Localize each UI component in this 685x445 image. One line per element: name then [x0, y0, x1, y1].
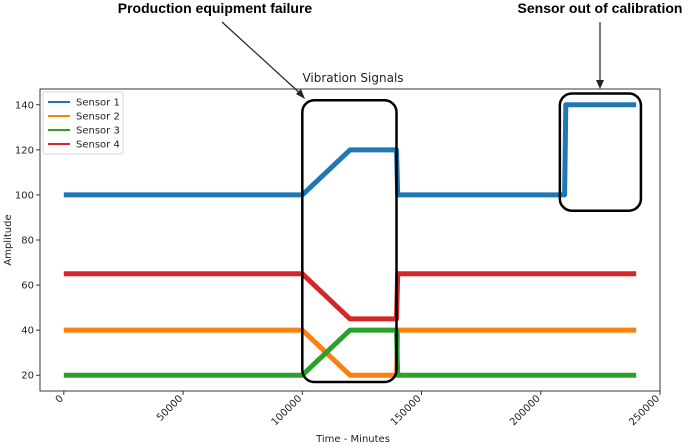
legend: Sensor 1 Sensor 2 Sensor 3 Sensor 4 — [42, 91, 124, 155]
y-tick-label: 120 — [15, 145, 34, 156]
series-line-sensor-3 — [63, 327, 637, 378]
annotation-box-1 — [301, 99, 398, 384]
x-tick-label: 50000 — [155, 393, 185, 423]
legend-label-sensor-3: Sensor 3 — [76, 126, 120, 137]
y-axis-label: Amplitude — [3, 214, 14, 265]
y-tick-label: 60 — [21, 281, 34, 292]
annotations: Production equipment failure Sensor out … — [118, 0, 683, 384]
x-tick-label: 150000 — [389, 393, 424, 428]
x-axis-ticks: 0 50000 100000 150000 200000 250000 — [54, 391, 662, 428]
chart-title: Vibration Signals — [302, 71, 403, 85]
legend-frame — [42, 91, 124, 155]
arrow-equipment-failure — [221, 21, 304, 97]
series-line-sensor-1 — [63, 102, 637, 198]
arrowhead-equipment-failure — [296, 89, 305, 99]
arrowhead-sensor-calibration — [596, 80, 604, 89]
x-tick-label: 200000 — [508, 393, 543, 428]
x-axis-label: Time - Minutes — [315, 434, 390, 445]
series-line-sensor-4 — [63, 271, 637, 322]
series-line-sensor-2 — [63, 327, 637, 378]
x-tick-label: 250000 — [627, 393, 662, 428]
y-tick-label: 80 — [21, 236, 34, 247]
y-tick-label: 140 — [15, 100, 34, 111]
annotation-sensor-calibration: Sensor out of calibration — [518, 0, 683, 16]
y-tick-label: 20 — [21, 371, 34, 382]
legend-label-sensor-1: Sensor 1 — [76, 98, 120, 109]
plot-area — [63, 102, 637, 378]
legend-label-sensor-2: Sensor 2 — [76, 112, 120, 123]
x-tick-label: 100000 — [270, 393, 305, 428]
annotation-box-2 — [558, 92, 643, 212]
y-tick-label: 100 — [15, 190, 34, 201]
x-tick-label: 0 — [54, 393, 66, 405]
y-axis-ticks: 20 40 60 80 100 120 140 — [15, 100, 40, 382]
legend-label-sensor-4: Sensor 4 — [76, 140, 120, 151]
annotation-equipment-failure: Production equipment failure — [118, 0, 313, 16]
y-tick-label: 40 — [21, 326, 34, 337]
